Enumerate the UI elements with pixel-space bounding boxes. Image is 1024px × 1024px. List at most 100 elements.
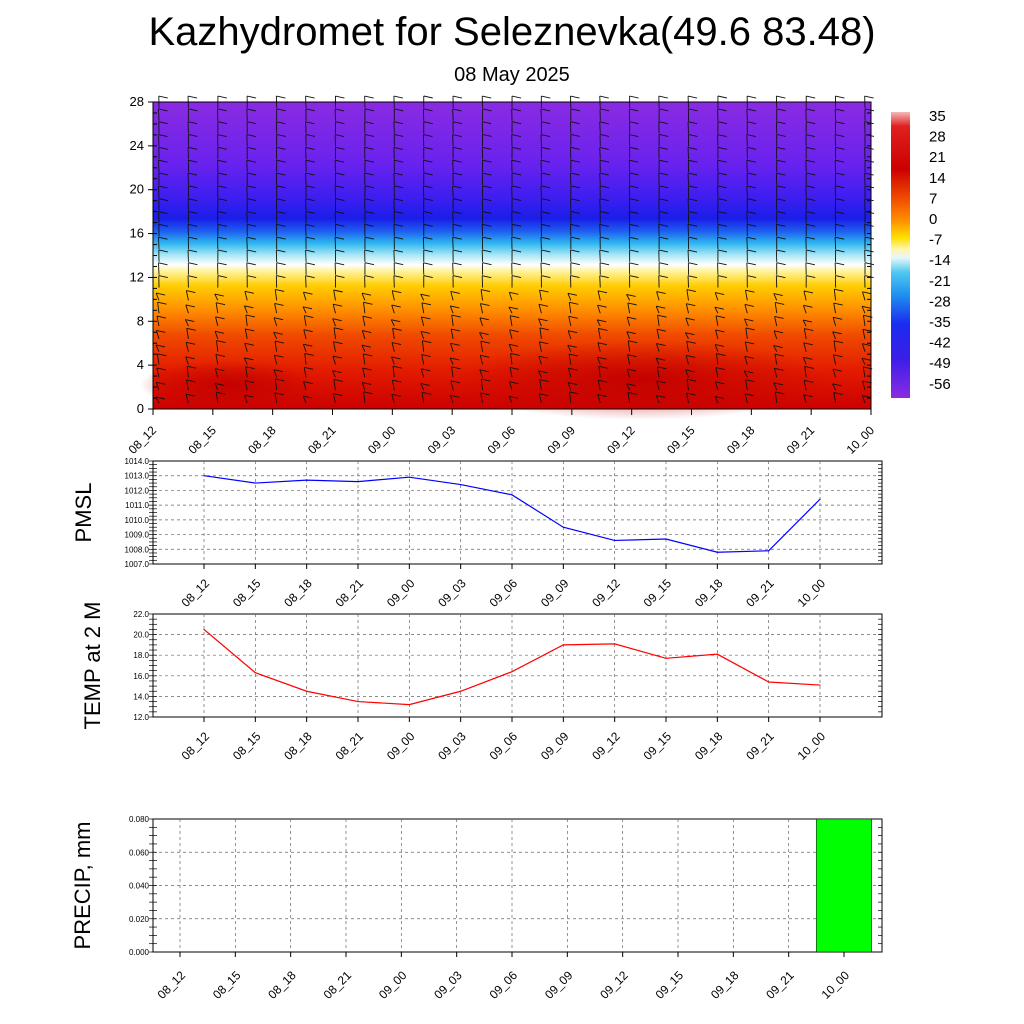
wind-barb-staff (273, 369, 278, 378)
wind-barb-flag (217, 223, 227, 227)
wind-barb-staff (480, 392, 484, 404)
wind-barb-flag (538, 318, 548, 322)
precip-chart: 0.000 0.020 0.040 0.060 0.080 08_12 08_15 08_18… (70, 815, 883, 1002)
wind-barb-staff (215, 302, 219, 314)
wind-barb-staff (158, 237, 160, 250)
wind-barb-flag (568, 330, 578, 334)
y-tick-label: 20 (130, 182, 144, 197)
wind-barb-staff (773, 345, 778, 352)
colorbar: 35 28 21 14 7 0 -7 -14 -21 -28 -35 -42 -49 -56 (891, 108, 951, 398)
wind-barb-flag (364, 172, 374, 176)
wind-barb-flag (364, 95, 374, 99)
wind-barb-staff (362, 367, 366, 378)
wind-barb-flag (659, 210, 669, 214)
wind-barb-flag (187, 249, 198, 253)
wind-barb-flag (717, 185, 727, 189)
wind-barb-flag (217, 262, 227, 266)
wind-barb-staff (214, 383, 219, 391)
wind-barb-staff (744, 393, 748, 404)
wind-barb-flag (511, 211, 521, 214)
x-tick-label: 09_00 (376, 968, 410, 1002)
wind-barb-flag (835, 211, 845, 214)
wind-barb-flag (302, 306, 313, 310)
wind-barb-flag (158, 121, 168, 125)
wind-barb-flag (480, 392, 490, 396)
wind-barb-staff (685, 332, 689, 340)
wind-barb-staff (216, 340, 219, 352)
wind-barb-flag (861, 305, 872, 309)
wind-barb-flag (687, 223, 698, 227)
y-tick-label: 1013.0 (125, 472, 150, 481)
wind-barb-flag (686, 303, 696, 307)
wind-barb-flag (511, 146, 522, 150)
wind-barb-flag (187, 121, 198, 125)
wind-barb-staff (599, 147, 601, 160)
wind-barb-staff (538, 304, 542, 314)
wind-barb-flag (480, 303, 490, 306)
wind-barb-flag (745, 341, 755, 345)
wind-barb-staff (332, 304, 336, 314)
wind-barb-staff (245, 314, 248, 327)
wind-barb-staff (215, 354, 219, 365)
wind-barb-staff (715, 329, 719, 339)
wind-barb-staff (391, 394, 395, 404)
chart-subtitle: 08 May 2025 (454, 64, 570, 86)
wind-barb-flag (217, 185, 227, 189)
wind-barb-staff (305, 173, 307, 185)
wind-barb-flag (570, 275, 580, 279)
y-tick-label: 0 (137, 401, 144, 416)
wind-barb-staff (449, 395, 454, 404)
wind-barb-flag (803, 290, 814, 294)
wind-barb-flag (245, 366, 255, 370)
wind-barb-flag (688, 211, 698, 214)
y-axis-label: TEMP at 2 M (80, 602, 105, 730)
wind-barb-staff (508, 396, 513, 404)
wind-barb-flag (217, 249, 227, 253)
wind-barb-flag (187, 365, 197, 369)
colorbar-label: -56 (929, 376, 951, 393)
wind-barb-flag (335, 121, 345, 125)
wind-barb-staff (832, 331, 836, 340)
wind-barb-flag (656, 380, 666, 384)
wind-barb-flag (864, 121, 874, 125)
wind-barb-flag (482, 275, 492, 279)
wind-barb-staff (452, 237, 454, 250)
wind-barb-flag (392, 327, 402, 331)
wind-barb-flag (656, 395, 666, 398)
wind-barb-flag (686, 392, 696, 396)
wind-barb-flag (276, 249, 286, 253)
heatmap-hotspot (140, 360, 320, 410)
wind-barb-staff (509, 329, 513, 339)
wind-barb-flag (188, 159, 198, 163)
wind-barb-flag (802, 319, 813, 323)
wind-barb-flag (835, 249, 845, 253)
wind-barb-flag (155, 344, 166, 348)
wind-barb-staff (421, 340, 425, 352)
wind-barb-flag (217, 236, 227, 240)
wind-barb-flag (509, 381, 519, 385)
wind-barb-flag (361, 292, 372, 296)
wind-barb-flag (659, 134, 669, 137)
wind-barb-flag (688, 262, 698, 266)
wind-barb-flag (391, 319, 401, 323)
wind-barb-flag (806, 121, 816, 125)
wind-barb-flag (335, 249, 345, 253)
wind-barb-flag (539, 327, 550, 331)
wind-barb-staff (509, 367, 513, 378)
wind-barb-flag (215, 354, 225, 357)
wind-barb-flag (599, 198, 609, 202)
y-tick-label: 0.020 (129, 915, 150, 924)
wind-barb-staff (185, 290, 189, 301)
wind-barb-flag (688, 236, 698, 240)
wind-barb-staff (452, 134, 454, 147)
wind-barb-flag (659, 262, 669, 266)
colorbar-label: -14 (929, 252, 951, 269)
wind-barb-flag (158, 108, 168, 112)
wind-barb-flag (541, 172, 551, 176)
wind-barb-flag (832, 383, 842, 387)
wind-barb-flag (570, 223, 580, 227)
wind-barb-staff (832, 383, 836, 391)
wind-barb-flag (303, 395, 313, 399)
wind-barb-flag (599, 159, 610, 163)
wind-barb-staff (774, 302, 778, 314)
